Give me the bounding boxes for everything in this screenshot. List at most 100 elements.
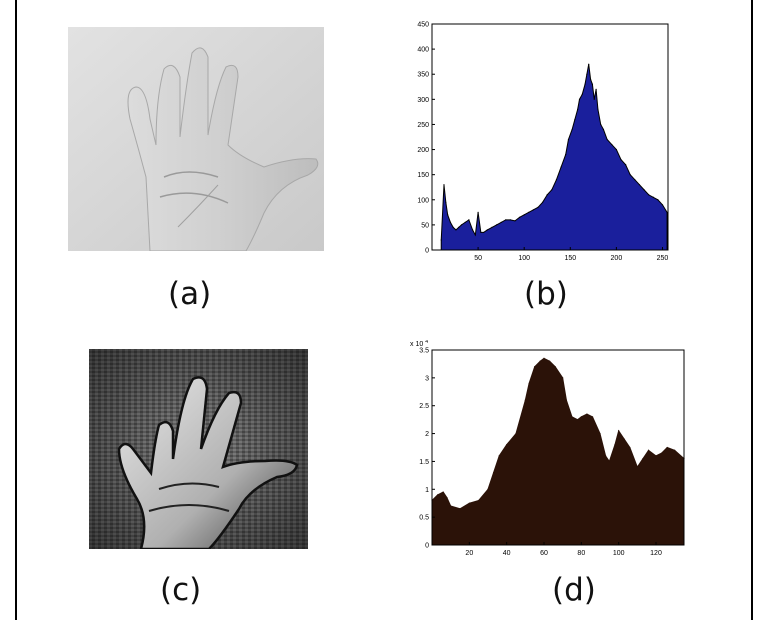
y-tick-label: 350 bbox=[417, 72, 429, 79]
y-tick-label: 0.5 bbox=[419, 515, 429, 522]
data-point bbox=[478, 499, 480, 502]
data-point bbox=[477, 211, 479, 213]
data-point bbox=[586, 413, 588, 415]
y-tick-label: 100 bbox=[417, 197, 429, 204]
axes-frame bbox=[431, 23, 669, 251]
data-point bbox=[605, 455, 607, 457]
x-tick-label: 200 bbox=[611, 255, 623, 262]
data-point bbox=[551, 189, 553, 191]
y-tick-label: 450 bbox=[417, 22, 429, 29]
data-point bbox=[506, 444, 508, 446]
data-point bbox=[500, 221, 502, 223]
data-point bbox=[549, 360, 551, 362]
data-point bbox=[491, 226, 493, 228]
data-point bbox=[614, 444, 616, 446]
data-point bbox=[495, 224, 498, 226]
data-point bbox=[505, 219, 507, 221]
data-point bbox=[577, 419, 579, 421]
data-point bbox=[445, 201, 447, 203]
data-point bbox=[571, 416, 573, 418]
y-tick-label: 150 bbox=[417, 172, 429, 179]
y-multiplier: x 10 4 bbox=[410, 340, 428, 348]
data-point bbox=[629, 446, 631, 449]
y-tick-label: 300 bbox=[417, 97, 429, 104]
y-multiplier-base: x 10 bbox=[410, 341, 425, 348]
data-point bbox=[450, 505, 452, 507]
data-point bbox=[661, 452, 663, 454]
data-point bbox=[532, 209, 535, 211]
data-point bbox=[567, 138, 570, 141]
data-point bbox=[449, 221, 452, 223]
data-point bbox=[666, 446, 668, 449]
data-point bbox=[586, 73, 588, 75]
y-tick-label: 1.5 bbox=[419, 459, 429, 466]
data-point bbox=[474, 234, 476, 236]
data-point bbox=[674, 449, 676, 451]
data-point bbox=[486, 229, 488, 231]
axes-frame bbox=[431, 349, 685, 546]
data-point bbox=[546, 194, 548, 196]
data-point bbox=[446, 497, 448, 499]
y-tick-label: 50 bbox=[421, 222, 429, 229]
data-point bbox=[480, 231, 482, 234]
data-point bbox=[528, 211, 530, 213]
x-tick-label: 150 bbox=[564, 255, 576, 262]
y-tick-label: 1 bbox=[425, 487, 429, 494]
data-point bbox=[483, 231, 485, 234]
data-point bbox=[611, 143, 613, 146]
x-tick-label: 20 bbox=[465, 550, 473, 557]
data-point bbox=[543, 357, 545, 359]
data-point bbox=[523, 214, 525, 216]
y-tick-label: 2.5 bbox=[419, 403, 429, 410]
data-point bbox=[498, 455, 500, 457]
data-point bbox=[608, 460, 610, 463]
data-point bbox=[443, 184, 445, 186]
y-tick-label: 0 bbox=[425, 248, 429, 255]
hand-photo-c bbox=[89, 349, 308, 549]
x-tick-label: 100 bbox=[613, 550, 625, 557]
data-point bbox=[528, 382, 530, 385]
data-point bbox=[638, 184, 641, 186]
data-point bbox=[580, 416, 582, 418]
data-point bbox=[455, 229, 457, 231]
data-point bbox=[642, 458, 644, 460]
data-point bbox=[652, 196, 654, 198]
data-point bbox=[597, 108, 599, 110]
data-point bbox=[460, 224, 463, 226]
caption-b: (b) bbox=[524, 276, 568, 312]
y-tick-label: 2 bbox=[425, 431, 429, 438]
data-point bbox=[647, 449, 650, 451]
data-point bbox=[524, 399, 526, 401]
hand-photo-a bbox=[68, 27, 324, 251]
data-point bbox=[634, 179, 636, 181]
data-point bbox=[666, 211, 668, 213]
data-point bbox=[588, 63, 590, 65]
data-point bbox=[487, 488, 489, 490]
data-point bbox=[606, 138, 608, 141]
data-point bbox=[471, 229, 474, 231]
y-tick-label: 3.5 bbox=[419, 348, 429, 355]
data-point bbox=[565, 153, 567, 156]
data-point bbox=[591, 83, 594, 85]
data-point bbox=[534, 366, 536, 368]
data-point bbox=[554, 366, 556, 368]
y-tick-label: 250 bbox=[417, 122, 429, 129]
caption-d: (d) bbox=[552, 572, 596, 608]
histogram-chart-b: 50 100 150 200 250 0 50 100 150 200 250 300 350 400 45… bbox=[417, 22, 669, 262]
data-point bbox=[565, 399, 567, 401]
data-point bbox=[636, 466, 638, 468]
data-point bbox=[655, 455, 657, 457]
data-point bbox=[509, 219, 511, 221]
data-point bbox=[493, 471, 495, 474]
x-tick-label: 80 bbox=[577, 550, 585, 557]
data-point bbox=[581, 93, 583, 95]
data-point bbox=[447, 214, 449, 216]
data-point bbox=[584, 83, 586, 85]
y-tick-label: 0 bbox=[425, 543, 429, 550]
data-point bbox=[599, 432, 601, 435]
data-point bbox=[442, 491, 444, 493]
data-point bbox=[537, 206, 539, 208]
data-point bbox=[591, 416, 594, 418]
data-point bbox=[648, 194, 650, 196]
data-point bbox=[578, 98, 581, 100]
